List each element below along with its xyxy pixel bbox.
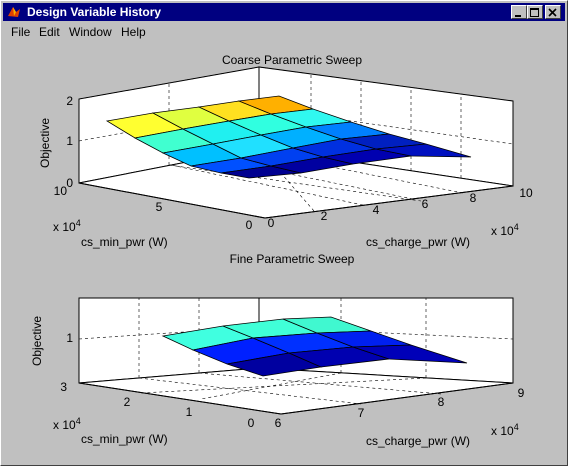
fine-y-tick: 1 [186,405,193,419]
coarse-y-tick: 10 [54,184,68,198]
coarse-y-exponent: x 104 [53,218,81,234]
coarse-z-label: Objective [38,118,52,168]
fine-y-tick: 0 [248,416,255,430]
coarse-x-tick: 8 [470,191,477,205]
coarse-x-tick: 2 [321,209,328,223]
fine-x-tick: 8 [438,395,445,409]
close-button[interactable] [545,5,561,19]
coarse-x-tick: 6 [422,197,429,211]
coarse-y-tick: 5 [156,200,163,214]
coarse-x-exponent: x 104 [491,222,519,238]
coarse-y-label: cs_min_pwr (W) [81,235,168,249]
fine-x-tick: 6 [275,416,282,430]
maximize-button[interactable] [527,5,543,19]
fine-surface [161,316,468,377]
coarse-z-tick: 1 [66,134,73,148]
plot-area: 0 1 2 10 5 0 0 2 4 6 8 10 Coarse Paramet… [30,53,533,448]
coarse-x-label: cs_charge_pwr (W) [366,235,470,249]
coarse-axes: 0 1 2 10 5 0 0 2 4 6 8 10 Coarse Paramet… [38,53,533,249]
menu-file[interactable]: File [11,25,31,39]
window-title: Design Variable History [27,5,162,19]
coarse-y-axis-line [78,182,266,219]
fine-x-label: cs_charge_pwr (W) [366,434,470,448]
menu-bar: File Edit Window Help [3,22,565,42]
minimize-icon [515,15,521,17]
coarse-x-tick: 0 [268,216,275,230]
coarse-z-tick: 0 [66,176,73,190]
fine-z-label: Objective [30,316,44,366]
fine-x-tick: 7 [358,406,365,420]
close-icon [548,8,557,17]
coarse-surface [105,95,472,179]
coarse-y-tick: 0 [246,218,253,232]
coarse-patch [375,143,472,158]
fine-y-tick: 3 [60,380,67,394]
coarse-z-tick: 2 [66,94,73,108]
fine-patch [352,344,468,364]
fine-y-exponent: x 104 [53,416,81,432]
fine-title: Fine Parametric Sweep [230,252,355,266]
fine-y-tick: 2 [124,395,131,409]
coarse-x-tick: 4 [373,203,380,217]
title-bar[interactable]: Design Variable History [3,3,565,21]
minimize-button[interactable] [511,5,527,19]
menu-edit[interactable]: Edit [39,25,60,39]
coarse-x-tick: 10 [519,186,533,200]
coarse-x-axis-line [264,185,514,219]
fine-x-exponent: x 104 [491,422,519,438]
menu-help[interactable]: Help [121,25,146,39]
fine-x-tick: 9 [518,386,525,400]
fine-y-axis-line [78,382,282,415]
fine-y-label: cs_min_pwr (W) [81,432,168,446]
maximize-icon [530,8,539,17]
fine-axes: 1 3 2 1 0 6 7 8 9 Fine Parametric Sweep … [30,252,525,448]
coarse-title: Coarse Parametric Sweep [222,53,362,67]
matlab-logo-icon [6,4,22,20]
fine-x-axis-line [280,382,514,415]
fine-z-tick: 1 [66,331,73,345]
menu-window[interactable]: Window [69,25,112,39]
